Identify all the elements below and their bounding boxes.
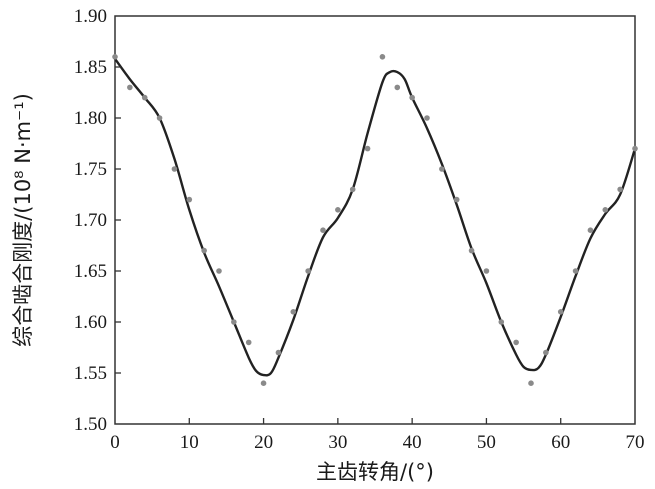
data-point xyxy=(528,380,534,387)
y-tick-label: 1.70 xyxy=(74,210,107,231)
y-tick-label: 1.85 xyxy=(74,57,107,78)
data-point xyxy=(632,145,638,152)
data-point xyxy=(453,196,460,203)
x-tick-label: 70 xyxy=(626,432,645,453)
data-point xyxy=(216,268,222,274)
data-point xyxy=(394,84,401,91)
data-point xyxy=(349,186,356,193)
x-tick-label: 30 xyxy=(328,432,347,453)
data-point xyxy=(572,268,579,274)
axis-ticks: 1.50 1.55 1.60 1.65 1.70 1.75 1.80 1.85 1.90 0 10 2… xyxy=(74,6,645,453)
data-point xyxy=(290,309,297,315)
data-point xyxy=(543,349,549,356)
y-tick-label: 1.55 xyxy=(74,363,107,384)
x-tick-label: 20 xyxy=(254,432,273,453)
data-point xyxy=(513,339,519,346)
data-point xyxy=(364,145,371,152)
data-point xyxy=(260,380,267,387)
y-tick-label: 1.80 xyxy=(74,108,107,129)
y-tick-label: 1.60 xyxy=(74,312,107,333)
plot-area xyxy=(112,15,638,425)
y-tick-label: 1.75 xyxy=(74,159,107,180)
data-point xyxy=(335,207,341,213)
data-point xyxy=(498,319,505,325)
y-tick-label: 1.50 xyxy=(74,414,107,435)
x-tick-label: 60 xyxy=(551,432,570,453)
y-axis-label: 综合啮合刚度/(10⁸ N·m⁻¹) xyxy=(11,93,35,347)
x-tick-label: 50 xyxy=(477,432,496,453)
data-point xyxy=(409,94,415,101)
x-axis-label: 主齿转角/(°) xyxy=(316,460,434,484)
fitted-curve xyxy=(113,57,637,377)
x-tick-label: 0 xyxy=(110,432,120,453)
data-point xyxy=(483,268,490,274)
y-tick-label: 1.90 xyxy=(74,6,107,27)
data-point xyxy=(424,115,430,121)
data-point xyxy=(112,54,118,60)
data-point xyxy=(127,84,133,91)
data-point xyxy=(439,166,445,172)
x-tick-label: 10 xyxy=(180,432,199,453)
y-tick-label: 1.65 xyxy=(74,261,107,282)
data-point xyxy=(305,268,311,274)
data-point xyxy=(171,166,178,172)
data-point xyxy=(468,247,475,254)
data-point xyxy=(186,196,193,203)
data-point xyxy=(617,186,623,193)
data-point xyxy=(201,247,207,254)
x-tick-label: 40 xyxy=(403,432,422,453)
data-point xyxy=(602,207,609,213)
data-point xyxy=(587,227,594,233)
data-point xyxy=(379,54,386,60)
data-point xyxy=(141,94,148,101)
data-point xyxy=(275,349,282,356)
data-point xyxy=(245,339,252,346)
data-point xyxy=(231,319,237,325)
data-point xyxy=(320,227,326,233)
data-point xyxy=(557,309,564,315)
data-point xyxy=(156,115,163,121)
